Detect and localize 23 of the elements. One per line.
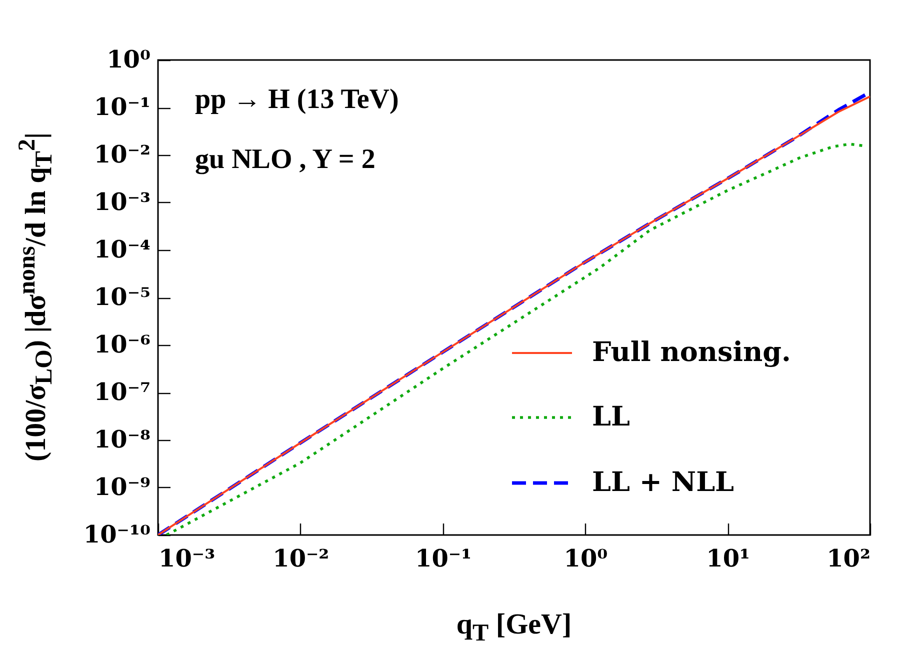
y-tick-label: 10⁻⁶ [94,330,150,358]
y-tick-label: 10⁻² [94,140,150,168]
x-tick-label: 10⁻³ [158,544,216,572]
y-tick-label: 10⁻³ [94,187,150,216]
y-tick-label: 10⁻⁵ [94,282,150,311]
y-tick-label: 10⁰ [106,44,150,74]
annotation: pp → H (13 TeV) [195,84,399,116]
y-tick-label: 10⁻⁹ [94,472,150,501]
x-tick-label: 10¹ [706,544,750,572]
legend-label: LL + NLL [592,467,734,498]
x-tick-label: 10⁰ [564,544,608,572]
legend-label: Full nonsing. [592,337,791,368]
y-tick-label: 10⁻⁷ [94,377,150,406]
y-tick-label: 10⁻⁴ [94,234,150,264]
y-tick-label: 10⁻⁸ [94,424,150,454]
x-tick-label: 10⁻² [272,544,330,572]
annotation: gu NLO , Y = 2 [195,144,376,176]
legend-label: LL [592,402,630,432]
x-tick-label: 10² [826,544,870,572]
y-tick-label: 10⁻¹ [94,92,150,121]
x-axis-title: q$_{T}$ [GeV] [456,608,572,648]
y-tick-label: 10⁻¹⁰ [83,520,150,548]
x-tick-label: 10⁻¹ [415,544,472,572]
